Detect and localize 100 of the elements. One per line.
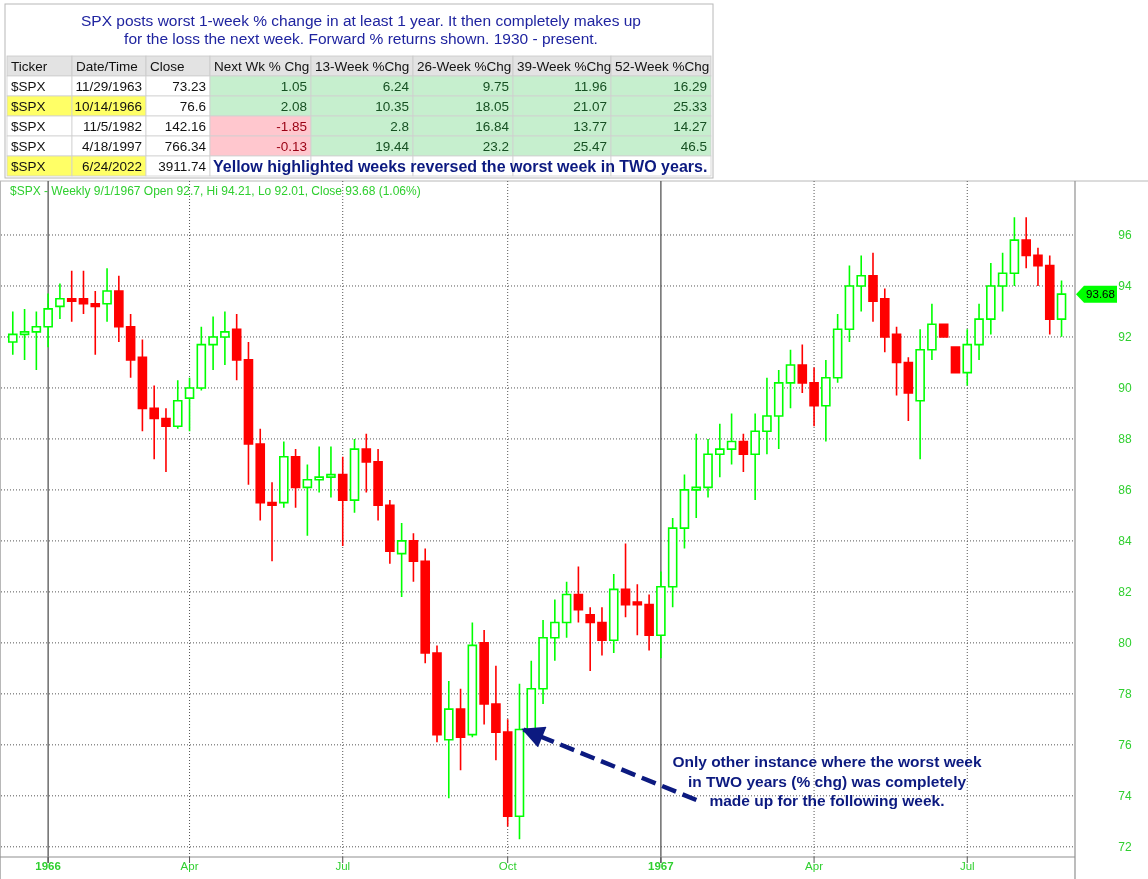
data-label: 13.77 bbox=[573, 119, 607, 134]
candlestick bbox=[868, 252, 878, 323]
candlestick bbox=[125, 313, 136, 379]
candlestick bbox=[844, 264, 855, 343]
candlestick bbox=[962, 328, 973, 387]
candlestick bbox=[7, 310, 18, 356]
y-tick-label: 76 bbox=[1118, 737, 1132, 752]
candlestick bbox=[31, 310, 42, 371]
y-tick-label: 94 bbox=[1118, 278, 1132, 293]
candlestick bbox=[1033, 246, 1043, 287]
y2-tick-label: $SPX bbox=[11, 139, 46, 154]
candlestick bbox=[184, 376, 195, 433]
candlestick bbox=[891, 325, 902, 397]
y-tick-label: 78 bbox=[1118, 686, 1132, 701]
x-tick-label: 39-Week %Chg bbox=[517, 59, 612, 74]
data-label: 23.2 bbox=[482, 139, 509, 154]
candlestick bbox=[491, 665, 501, 761]
y-tick-label: 74 bbox=[1118, 788, 1132, 803]
candlestick bbox=[644, 593, 654, 652]
x-tick-label: Oct bbox=[498, 860, 518, 872]
data-label: 1.05 bbox=[280, 79, 307, 94]
candlestick bbox=[715, 422, 725, 478]
x-tick-label: 52-Week %Chg bbox=[615, 59, 710, 74]
chart-title: SPX posts worst 1-week % change in at least 1 year. It then completely makes up for the loss the next week. Forward % returns shown. 1930 - present. bbox=[80, 12, 642, 47]
candlestick bbox=[172, 379, 183, 430]
candlestick bbox=[986, 262, 996, 336]
candlestick bbox=[538, 619, 548, 705]
y-tick-label: 84 bbox=[1118, 533, 1132, 548]
y-axis-title: Date/Time bbox=[76, 59, 138, 74]
x-tick-label: 13-Week %Chg bbox=[315, 59, 410, 74]
candlestick bbox=[467, 621, 478, 738]
candlestick bbox=[915, 328, 925, 461]
candlestick bbox=[361, 433, 372, 494]
x-tick-label: Next Wk % Chg bbox=[214, 59, 310, 74]
candlestick bbox=[762, 376, 772, 456]
text: 93.68 bbox=[1086, 288, 1115, 301]
candlestick bbox=[443, 680, 454, 800]
candlestick bbox=[974, 303, 984, 361]
x-tick-label: Close bbox=[150, 59, 185, 74]
candlestick bbox=[821, 359, 831, 443]
candlestick bbox=[314, 445, 324, 494]
candlestick bbox=[55, 282, 65, 320]
candlestick bbox=[137, 338, 148, 433]
text: 766.34 bbox=[164, 139, 206, 154]
x-tick-label: Apr bbox=[805, 860, 824, 872]
y-tick-label: 10/14/1966 bbox=[74, 99, 142, 114]
candlestick bbox=[1056, 279, 1067, 338]
candlestick bbox=[950, 346, 961, 374]
candlestick bbox=[1044, 254, 1055, 336]
candlestick bbox=[1021, 216, 1031, 269]
candlestick bbox=[667, 517, 678, 608]
y-tick-label: 82 bbox=[1118, 584, 1132, 599]
candlestick bbox=[585, 606, 595, 672]
candlestick bbox=[326, 445, 336, 499]
data-label: 25.47 bbox=[573, 139, 607, 154]
candlestick bbox=[608, 573, 619, 654]
candlestick bbox=[161, 407, 171, 473]
annotation: Yellow highlighted weeks reversed the worst week in TWO years. bbox=[213, 157, 708, 175]
candlestick bbox=[455, 687, 466, 772]
y-tick-label: 11/5/1982 bbox=[82, 119, 142, 134]
candlestick bbox=[479, 629, 489, 726]
candlestick bbox=[349, 438, 360, 514]
candlestick bbox=[114, 274, 124, 343]
text: 76.6 bbox=[179, 99, 206, 114]
candlestick bbox=[938, 323, 949, 338]
candlestick bbox=[997, 252, 1008, 313]
candlestick bbox=[408, 532, 419, 583]
y2-tick-label: $SPX bbox=[11, 99, 46, 114]
data-label: 21.07 bbox=[573, 99, 607, 114]
candlestick bbox=[208, 315, 218, 371]
candlestick bbox=[703, 438, 713, 499]
y2-tick-label: $SPX bbox=[11, 79, 46, 94]
x-tick-label: 1966 bbox=[35, 860, 61, 872]
candlestick bbox=[832, 313, 843, 384]
candlestick bbox=[903, 356, 914, 422]
y-tick-label: 80 bbox=[1118, 635, 1132, 650]
candlestick bbox=[220, 310, 230, 366]
candlestick bbox=[432, 644, 442, 744]
data-label: 16.29 bbox=[673, 79, 707, 94]
y-tick-label: 11/29/1963 bbox=[75, 79, 142, 94]
data-label: 2.08 bbox=[280, 99, 307, 114]
candlestick bbox=[691, 433, 702, 519]
candlestick bbox=[597, 606, 607, 657]
candlestick bbox=[78, 269, 89, 315]
data-label: 25.33 bbox=[673, 99, 707, 114]
y-tick-label: 92 bbox=[1118, 329, 1132, 344]
candlestick bbox=[231, 313, 242, 382]
candlestick bbox=[679, 473, 690, 550]
text: 3911.74 bbox=[158, 159, 206, 174]
candlestick bbox=[797, 343, 808, 394]
candlestick bbox=[773, 369, 784, 450]
data-label: 46.5 bbox=[680, 139, 707, 154]
y2-tick-label: $SPX bbox=[11, 119, 46, 134]
candlestick bbox=[809, 366, 819, 427]
data-label: 18.05 bbox=[475, 99, 509, 114]
candlestick bbox=[385, 499, 395, 565]
candlestick bbox=[302, 463, 313, 537]
candlestick bbox=[196, 325, 207, 392]
candlestick bbox=[279, 440, 289, 509]
y-tick-label: 6/24/2022 bbox=[81, 159, 142, 174]
